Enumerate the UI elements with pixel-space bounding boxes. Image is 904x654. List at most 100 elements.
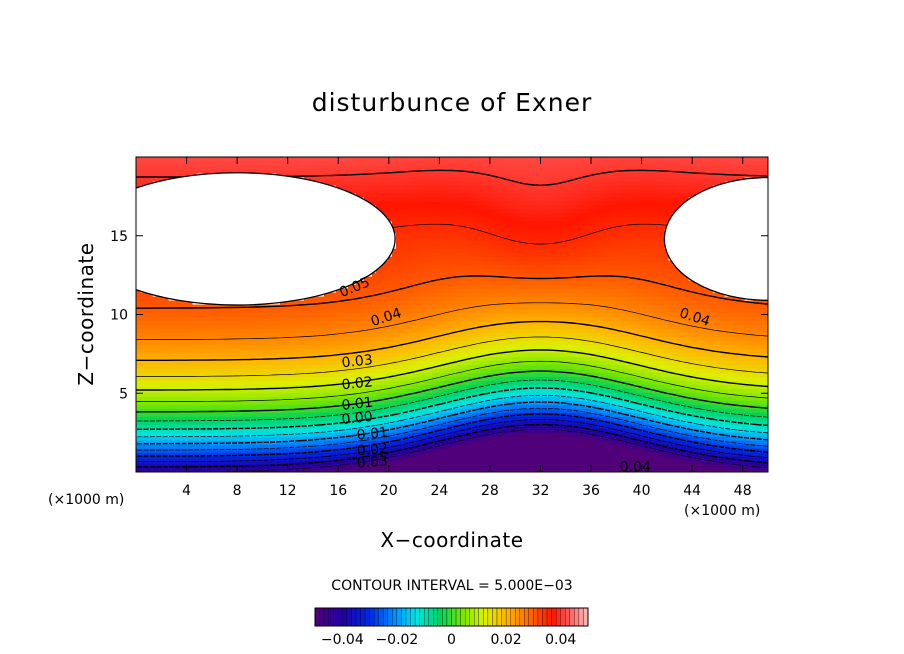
heatmap-cell [140, 436, 145, 441]
heatmap-cell [192, 444, 197, 449]
heatmap-cell [300, 348, 305, 353]
heatmap-cell [224, 456, 229, 461]
heatmap-cell [164, 340, 169, 346]
heatmap-cell [404, 192, 409, 198]
heatmap-cell [340, 184, 345, 190]
heatmap-cell [344, 400, 349, 405]
heatmap-cell [136, 168, 141, 174]
heatmap-cell [256, 332, 261, 338]
heatmap-cell [400, 328, 405, 334]
heatmap-cell [464, 296, 469, 302]
heatmap-cell [152, 316, 157, 322]
heatmap-cell [416, 332, 421, 338]
heatmap-cell [320, 332, 325, 338]
heatmap-cell [220, 324, 225, 330]
heatmap-cell [344, 424, 349, 429]
heatmap-cell [208, 400, 213, 405]
heatmap-cell [356, 448, 361, 453]
heatmap-cell [256, 444, 261, 449]
heatmap-cell [296, 157, 301, 162]
heatmap-cell [448, 468, 453, 472]
heatmap-cell [192, 404, 197, 409]
heatmap-cell [336, 292, 341, 298]
heatmap-cell [188, 316, 193, 322]
heatmap-cell [464, 236, 469, 242]
heatmap-cell [396, 356, 401, 361]
heatmap-cell [228, 360, 233, 365]
heatmap-cell [180, 452, 185, 457]
heatmap-cell [476, 360, 481, 365]
heatmap-cell [444, 420, 449, 425]
heatmap-cell [332, 408, 337, 413]
heatmap-cell [156, 160, 161, 166]
heatmap-cell [464, 252, 469, 258]
heatmap-cell [304, 356, 309, 361]
heatmap-cell [436, 296, 441, 302]
heatmap-cell [140, 160, 145, 166]
heatmap-cell [476, 312, 481, 318]
heatmap-cell [288, 448, 293, 453]
heatmap-cell [408, 157, 413, 162]
heatmap-cell [392, 316, 397, 322]
heatmap-cell [184, 432, 189, 437]
heatmap-cell [468, 296, 473, 302]
heatmap-cell [264, 392, 269, 397]
heatmap-cell [216, 164, 221, 170]
heatmap-cell [440, 192, 445, 198]
heatmap-cell [344, 356, 349, 361]
heatmap-cell [472, 288, 477, 294]
heatmap-cell [268, 360, 273, 365]
heatmap-cell [136, 356, 141, 361]
heatmap-cell [144, 444, 149, 449]
heatmap-cell [388, 384, 393, 389]
heatmap-cell [324, 428, 329, 433]
heatmap-cell [448, 192, 453, 198]
heatmap-cell [200, 360, 205, 365]
heatmap-cell [336, 428, 341, 433]
heatmap-cell [172, 168, 177, 174]
heatmap-cell [476, 304, 481, 310]
heatmap-cell [316, 404, 321, 409]
heatmap-cell [296, 168, 301, 174]
heatmap-cell [208, 444, 213, 449]
heatmap-cell [144, 320, 149, 326]
heatmap-cell [440, 324, 445, 330]
heatmap-cell [452, 256, 457, 262]
heatmap-cell [416, 416, 421, 421]
heatmap-cell [292, 412, 297, 417]
heatmap-cell [244, 424, 249, 429]
heatmap-cell [388, 416, 393, 421]
heatmap-cell [460, 284, 465, 290]
heatmap-cell [468, 368, 473, 373]
heatmap-cell [432, 176, 437, 182]
heatmap-cell [400, 176, 405, 182]
heatmap-cell [304, 376, 309, 381]
heatmap-cell [356, 368, 361, 373]
heatmap-cell [292, 344, 297, 349]
heatmap-cell [388, 280, 393, 286]
heatmap-cell [392, 312, 397, 318]
heatmap-cell [356, 184, 361, 190]
heatmap-cell [444, 272, 449, 278]
heatmap-cell [412, 220, 417, 226]
heatmap-cell [140, 180, 145, 186]
heatmap-cell [436, 432, 441, 437]
heatmap-cell [388, 320, 393, 326]
heatmap-cell [280, 420, 285, 425]
heatmap-cell [252, 388, 257, 393]
heatmap-cell [432, 340, 437, 346]
heatmap-cell [328, 340, 333, 346]
heatmap-cell [324, 316, 329, 322]
heatmap-cell [336, 420, 341, 425]
heatmap-cell [296, 432, 301, 437]
heatmap-cell [344, 168, 349, 174]
heatmap-cell [160, 448, 165, 453]
heatmap-cell [176, 364, 181, 369]
heatmap-cell [264, 364, 269, 369]
heatmap-cell [184, 436, 189, 441]
heatmap-cell [452, 368, 457, 373]
heatmap-cell [476, 192, 481, 198]
heatmap-cell [244, 308, 249, 314]
heatmap-cell [428, 456, 433, 461]
heatmap-cell [328, 352, 333, 357]
